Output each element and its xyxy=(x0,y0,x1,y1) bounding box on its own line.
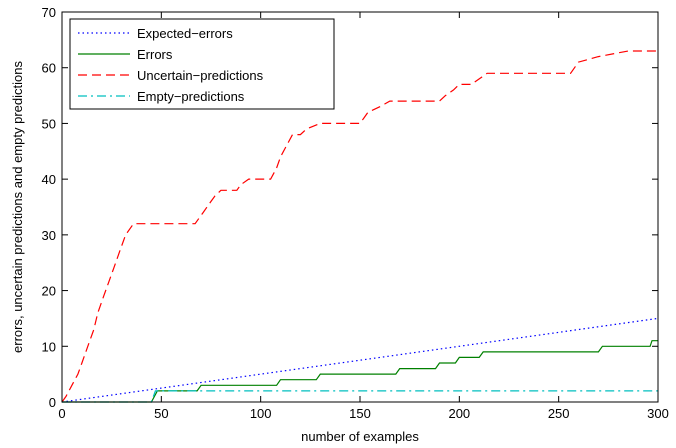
series-line-1 xyxy=(61,317,659,403)
series-line-3 xyxy=(61,50,658,403)
x-tick-label: 100 xyxy=(250,406,272,421)
legend-label-2: Errors xyxy=(137,47,173,62)
y-tick-label: 30 xyxy=(42,228,56,243)
y-tick-label: 60 xyxy=(42,61,56,76)
legend: Expected−errors Errors Uncertain−predictio… xyxy=(69,18,335,110)
x-tick-label: 0 xyxy=(58,406,65,421)
y-tick-label: 70 xyxy=(42,5,56,20)
x-tick-label: 300 xyxy=(647,406,669,421)
legend-label-1: Expected−errors xyxy=(137,26,233,41)
x-tick-label: 50 xyxy=(154,406,168,421)
y-tick-label: 10 xyxy=(42,339,56,354)
x-tick-label: 250 xyxy=(548,406,570,421)
ticks-layer: 0 50 100 150 200 250 300 0 10 20 30 40 50 60 70 xyxy=(42,5,669,421)
legend-label-3: Uncertain−predictions xyxy=(137,68,264,83)
x-tick-label: 200 xyxy=(448,406,470,421)
y-tick-label: 50 xyxy=(42,116,56,131)
y-tick-label: 40 xyxy=(42,172,56,187)
series-line-2 xyxy=(62,340,658,403)
x-tick-label: 150 xyxy=(349,406,371,421)
y-tick-label: 0 xyxy=(49,395,56,410)
legend-label-4: Empty−predictions xyxy=(137,89,245,104)
y-tick-label: 20 xyxy=(42,284,56,299)
x-axis-label: number of examples xyxy=(301,429,419,444)
y-axis-label: errors, uncertain predictions and empty … xyxy=(10,61,25,353)
legend-box xyxy=(69,18,335,110)
